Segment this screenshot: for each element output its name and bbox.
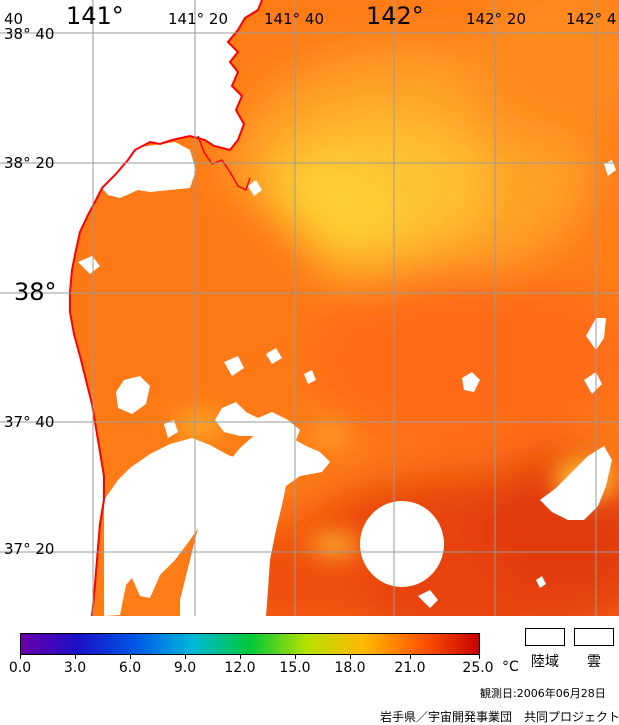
lon-label-142-40: 142° 4 xyxy=(566,10,617,28)
colorbar-tick-mark xyxy=(295,654,296,659)
cloud-mid xyxy=(462,372,480,392)
colorbar-tick-mark xyxy=(479,654,480,659)
cloud-east xyxy=(540,446,612,520)
cloud-round xyxy=(360,501,444,587)
cloud-central-south xyxy=(180,430,330,616)
colorbar-tick-label: 15.0 xyxy=(279,660,311,676)
observation-date: 観測日:2006年06月28日 xyxy=(480,687,606,700)
lon-label-141: 141° xyxy=(66,2,124,30)
lon-label-142: 142° xyxy=(366,2,424,30)
lon-label-141-40-partial: 40 xyxy=(4,10,24,28)
coastline xyxy=(69,0,263,616)
land-area xyxy=(0,0,262,616)
cloud-west-patches xyxy=(116,376,150,414)
temperature-colorbar xyxy=(20,633,480,655)
sst-map: 40 141° 141° 20 141° 40 142° 142° 20 142… xyxy=(0,0,619,616)
colorbar-tick-label: 0.0 xyxy=(8,660,32,676)
colorbar-tick-label: 25.0 xyxy=(462,660,494,676)
colorbar-unit: °C xyxy=(502,659,519,675)
cloud-small-8 xyxy=(248,180,262,196)
lat-label-38: 38° xyxy=(14,278,57,306)
cloud-central xyxy=(215,402,300,440)
cloud-small-6 xyxy=(536,576,546,588)
colorbar-tick-mark xyxy=(185,654,186,659)
cloud-legend-swatch xyxy=(574,628,614,646)
cloud-east-3 xyxy=(584,372,602,394)
lon-label-141-20: 141° 20 xyxy=(168,10,228,28)
cloud-bay-interior xyxy=(102,142,196,198)
lat-label-38-40: 38° 40 xyxy=(4,25,55,43)
colorbar-tick-label: 9.0 xyxy=(173,660,197,676)
sea-temperature-field xyxy=(0,0,619,616)
colorbar-tick-mark xyxy=(75,654,76,659)
colorbar-tick-label: 18.0 xyxy=(334,660,366,676)
coastline-bay xyxy=(197,135,251,192)
colorbar-tick-label: 21.0 xyxy=(394,660,426,676)
sst-map-canvas xyxy=(0,0,619,616)
cloud-mask xyxy=(78,142,616,616)
colorbar-tick-mark xyxy=(410,654,411,659)
land-legend-swatch xyxy=(525,628,565,646)
cloud-small-3 xyxy=(266,348,282,364)
land-legend-label: 陸域 xyxy=(531,654,559,670)
colorbar-tick-mark xyxy=(240,654,241,659)
cloud-legend-label: 雲 xyxy=(587,654,601,670)
colorbar-tick-label: 12.0 xyxy=(224,660,256,676)
lon-label-142-20: 142° 20 xyxy=(466,10,526,28)
cloud-small-7 xyxy=(304,370,316,384)
colorbar-tick-mark xyxy=(130,654,131,659)
cloud-small-5 xyxy=(418,590,438,608)
colorbar-tick-mark xyxy=(350,654,351,659)
lon-label-141-40: 141° 40 xyxy=(264,10,324,28)
colorbar-tick-label: 3.0 xyxy=(63,660,87,676)
cloud-small-4 xyxy=(164,420,178,438)
lat-label-38-20: 38° 20 xyxy=(4,154,55,172)
lat-label-37-20: 37° 20 xyxy=(4,540,55,558)
colorbar-tick-label: 6.0 xyxy=(118,660,142,676)
organization-credit: 岩手県／宇宙開発事業団 共同プロジェクト xyxy=(380,710,619,724)
colorbar-tick-mark xyxy=(20,654,21,659)
cloud-small-9 xyxy=(604,160,616,176)
lat-label-37-40: 37° 40 xyxy=(4,413,55,431)
graticule xyxy=(0,0,619,616)
cloud-small-2 xyxy=(224,356,244,376)
cloud-small-1 xyxy=(78,256,100,274)
